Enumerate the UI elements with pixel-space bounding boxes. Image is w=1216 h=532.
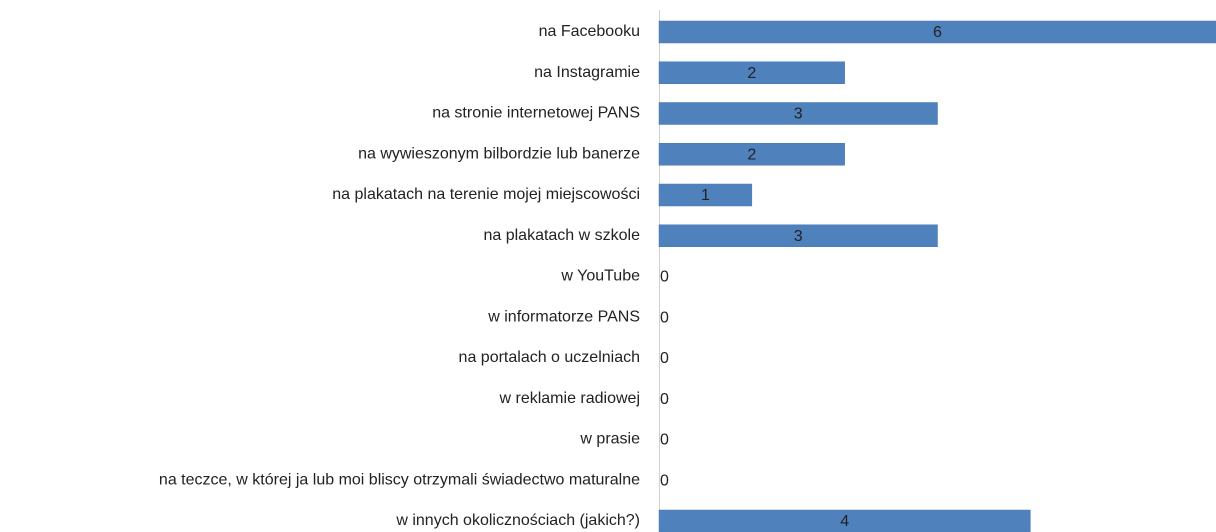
y-tick-label: na plakatach w szkole bbox=[483, 227, 640, 244]
data-label: 0 bbox=[660, 472, 669, 489]
y-tick-label: w prasie bbox=[579, 431, 640, 448]
bar bbox=[658, 20, 1216, 44]
y-tick-label: na Instagramie bbox=[534, 64, 640, 81]
bar bbox=[658, 183, 753, 207]
y-tick-label: na plakatach na terenie mojej miejscowoś… bbox=[332, 186, 640, 203]
bar bbox=[658, 509, 1031, 532]
bar bbox=[658, 224, 938, 247]
data-label: 0 bbox=[660, 391, 669, 408]
data-label: 2 bbox=[747, 65, 756, 82]
y-tick-label: na wywieszonym bilbordzie lub banerze bbox=[358, 145, 640, 162]
y-tick-label: w YouTube bbox=[560, 268, 640, 285]
data-label: 1 bbox=[701, 187, 710, 204]
y-tick-label: na teczce, w której ja lub moi bliscy ot… bbox=[159, 471, 640, 488]
data-label: 4 bbox=[840, 513, 849, 530]
data-label: 0 bbox=[660, 269, 669, 286]
data-label: 0 bbox=[660, 309, 669, 326]
data-label: 2 bbox=[747, 146, 756, 163]
y-tick-label: na Facebooku bbox=[539, 23, 640, 40]
bar bbox=[658, 143, 845, 166]
y-tick-label: w informatorze PANS bbox=[487, 308, 640, 325]
y-tick-label: w innych okolicznościach (jakich?) bbox=[395, 512, 640, 529]
data-label: 0 bbox=[660, 432, 669, 449]
data-label: 3 bbox=[794, 106, 803, 123]
y-tick-label: na stronie internetowej PANS bbox=[432, 105, 640, 122]
y-tick-label: w reklamie radiowej bbox=[499, 390, 641, 407]
data-label: 6 bbox=[933, 24, 942, 41]
data-label: 3 bbox=[794, 228, 803, 245]
y-tick-label: na portalach o uczelniach bbox=[459, 349, 640, 366]
bar bbox=[658, 102, 938, 125]
data-label: 0 bbox=[660, 350, 669, 367]
bar bbox=[658, 61, 845, 84]
